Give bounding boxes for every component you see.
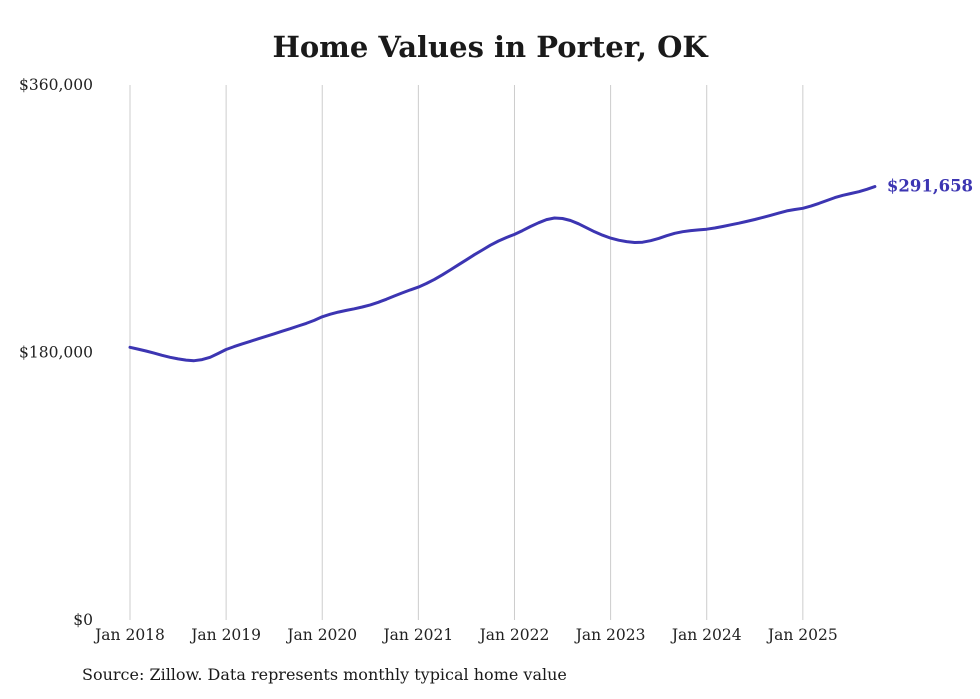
x-tick-label: Jan 2019 — [189, 626, 261, 644]
y-tick-label: $360,000 — [19, 76, 93, 94]
y-tick-label: $0 — [73, 611, 93, 629]
chart-title: Home Values in Porter, OK — [272, 30, 708, 64]
x-tick-label: Jan 2018 — [93, 626, 165, 644]
source-note: Source: Zillow. Data represents monthly … — [82, 665, 567, 684]
x-tick-label: Jan 2021 — [381, 626, 453, 644]
x-tick-label: Jan 2020 — [285, 626, 357, 644]
y-tick-label: $180,000 — [19, 344, 93, 362]
value-line — [128, 185, 877, 363]
x-tick-label: Jan 2023 — [574, 626, 646, 644]
x-tick-label: Jan 2024 — [670, 626, 742, 644]
x-tick-label: Jan 2022 — [478, 626, 550, 644]
end-value-label: $291,658 — [887, 177, 973, 196]
x-tick-label: Jan 2025 — [766, 626, 838, 644]
